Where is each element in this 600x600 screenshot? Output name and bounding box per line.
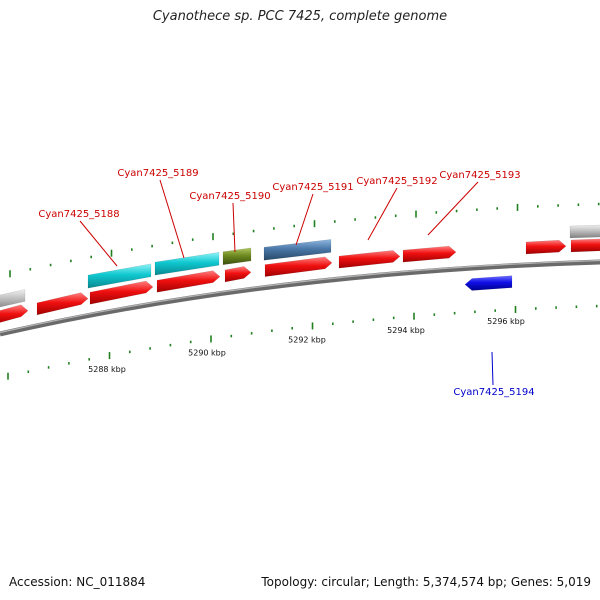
genome-title: Cyanothece sp. PCC 7425, complete genome xyxy=(152,9,448,24)
gene-leader-line xyxy=(427,181,479,236)
olive-feature-block xyxy=(222,247,252,266)
gene-label: Cyan7425_5190 xyxy=(189,191,270,202)
scale-label: 5296 kbp xyxy=(487,317,525,326)
gene-leader-line xyxy=(367,187,398,241)
forward-gene-arrow xyxy=(338,250,401,269)
gene-label: Cyan7425_5192 xyxy=(356,176,437,187)
gene-leader-line xyxy=(295,193,314,246)
gray-feature-block xyxy=(569,224,600,239)
forward-gene-arrow xyxy=(36,292,89,316)
gene-leader-line xyxy=(79,220,118,267)
gene-leader-line xyxy=(232,202,236,253)
gene-leader-line xyxy=(491,351,494,386)
gene-label: Cyan7425_5189 xyxy=(117,168,198,179)
forward-gene-arrow xyxy=(264,256,333,277)
gene-label: Cyan7425_5188 xyxy=(38,209,119,220)
forward-gene-arrow xyxy=(224,266,252,283)
forward-gene-arrow xyxy=(402,245,457,263)
reverse-gene-arrow xyxy=(464,275,513,291)
forward-gene-arrow xyxy=(89,280,154,305)
forward-gene-arrow xyxy=(0,304,29,323)
forward-gene-arrow xyxy=(156,270,221,293)
accession-label: Accession: NC_011884 xyxy=(9,575,146,589)
genome-backbone xyxy=(0,259,600,337)
scale-label: 5288 kbp xyxy=(88,365,126,374)
cyan-feature-block xyxy=(87,263,152,289)
scale-label: 5290 kbp xyxy=(188,349,226,358)
steel-feature-block xyxy=(263,239,332,261)
cyan-feature-block xyxy=(154,251,220,276)
genome-stats-label: Topology: circular; Length: 5,374,574 bp… xyxy=(261,575,591,589)
gene-label: Cyan7425_5193 xyxy=(439,170,520,181)
forward-gene-arrow xyxy=(525,239,567,255)
forward-gene-arrow xyxy=(570,238,600,253)
gene-label: Cyan7425_5194 xyxy=(453,387,534,398)
gene-leader-line xyxy=(159,179,185,259)
gray-feature-block xyxy=(0,289,26,308)
gene-label: Cyan7425_5191 xyxy=(272,182,353,193)
scale-label: 5294 kbp xyxy=(387,326,425,335)
scale-label: 5292 kbp xyxy=(288,336,326,345)
